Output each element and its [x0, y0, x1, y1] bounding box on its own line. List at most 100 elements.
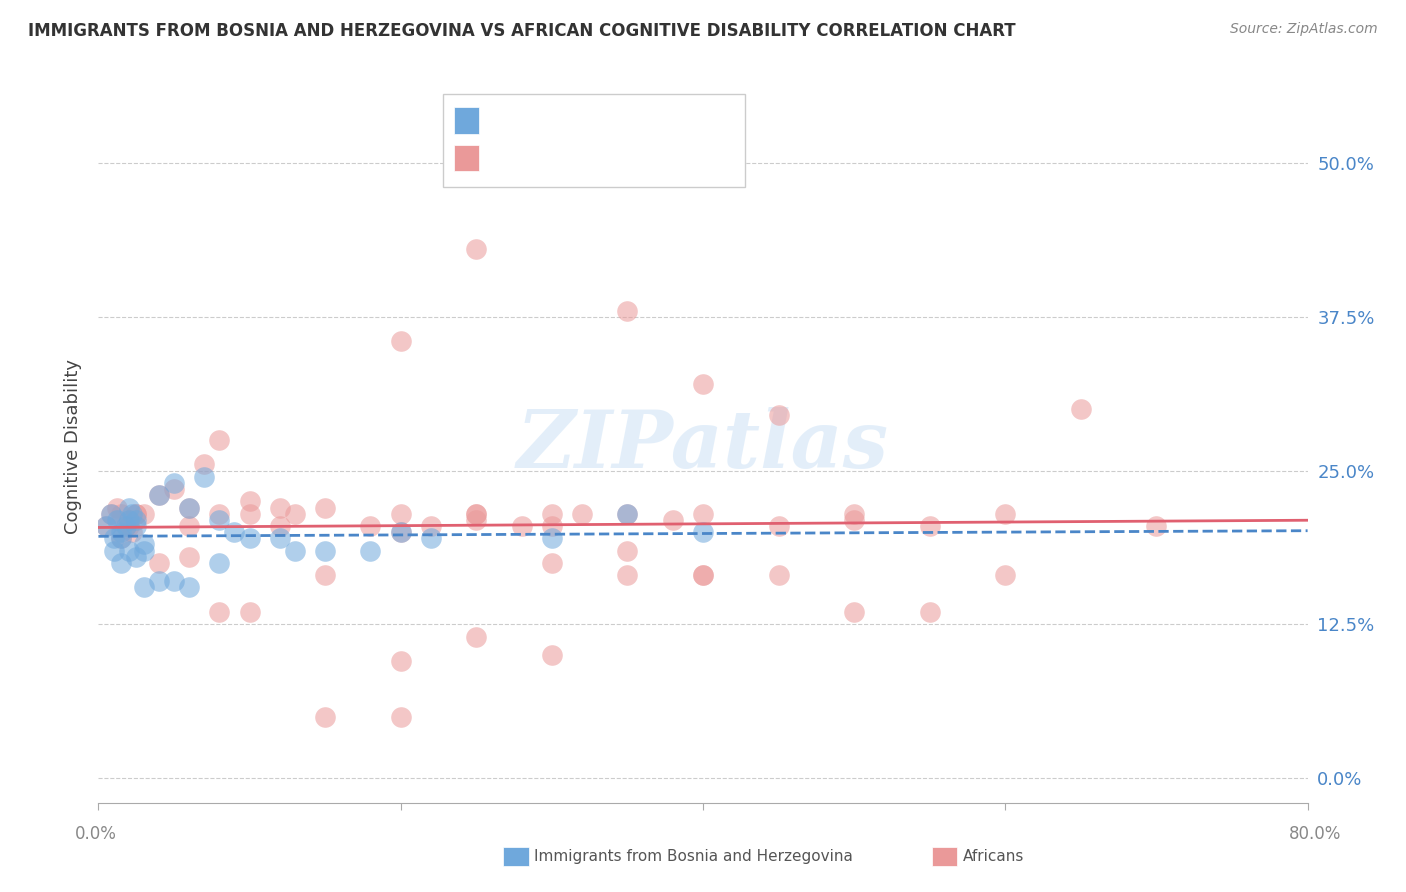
Point [389, 525, 412, 540]
Point [208, 433, 231, 447]
Point [100, 507, 122, 521]
Point [389, 507, 412, 521]
Point [844, 605, 866, 619]
Point [389, 525, 412, 540]
Point [284, 507, 307, 521]
Point [239, 494, 262, 508]
Point [616, 303, 638, 318]
Point [193, 469, 215, 483]
Point [208, 513, 231, 527]
Point [110, 531, 132, 545]
Point [121, 507, 143, 521]
Point [465, 507, 488, 521]
Point [163, 574, 186, 589]
Point [110, 525, 132, 540]
Point [118, 543, 141, 558]
Point [360, 543, 382, 558]
Point [616, 507, 638, 521]
Point [540, 556, 562, 570]
Point [125, 549, 148, 564]
Y-axis label: Cognitive Disability: Cognitive Disability [63, 359, 82, 533]
Text: R =: R = [491, 149, 522, 167]
Text: Source: ZipAtlas.com: Source: ZipAtlas.com [1230, 22, 1378, 37]
Point [540, 531, 562, 545]
Point [177, 500, 201, 515]
Point [118, 519, 141, 533]
Point [110, 531, 132, 545]
Point [692, 525, 714, 540]
Point [118, 500, 141, 515]
Point [616, 568, 638, 582]
Text: 80.0%: 80.0% [1288, 825, 1341, 843]
Point [193, 458, 215, 472]
Point [208, 556, 231, 570]
Text: ZIPatlas: ZIPatlas [517, 408, 889, 484]
Point [844, 507, 866, 521]
Point [465, 630, 488, 644]
Point [360, 519, 382, 533]
Point [132, 537, 155, 551]
Point [110, 556, 132, 570]
Point [844, 513, 866, 527]
Point [540, 507, 562, 521]
Point [114, 519, 136, 533]
Point [103, 543, 125, 558]
Point [239, 531, 262, 545]
Point [768, 568, 790, 582]
Point [148, 574, 170, 589]
Point [148, 488, 170, 502]
Point [692, 377, 714, 392]
Point [121, 525, 143, 540]
Point [314, 543, 336, 558]
Point [314, 568, 336, 582]
Point [389, 334, 412, 349]
Text: N = 70: N = 70 [599, 149, 661, 167]
Point [540, 648, 562, 662]
Point [465, 513, 488, 527]
Point [239, 507, 262, 521]
Point [918, 519, 941, 533]
Point [125, 519, 148, 533]
Point [571, 507, 593, 521]
Point [94, 519, 117, 533]
Point [132, 543, 155, 558]
Point [419, 519, 441, 533]
Point [692, 568, 714, 582]
Point [465, 242, 488, 256]
Point [616, 543, 638, 558]
Point [269, 500, 291, 515]
Point [110, 507, 132, 521]
Point [661, 513, 683, 527]
Text: -0.056: -0.056 [533, 149, 592, 167]
Point [148, 488, 170, 502]
Point [314, 709, 336, 723]
Point [125, 513, 148, 527]
Point [125, 507, 148, 521]
Point [389, 709, 412, 723]
Point [118, 513, 141, 527]
Point [284, 543, 307, 558]
Point [465, 507, 488, 521]
Point [314, 500, 336, 515]
Point [224, 525, 246, 540]
Point [994, 507, 1017, 521]
Point [118, 513, 141, 527]
Point [208, 605, 231, 619]
Point [1070, 402, 1092, 417]
Point [105, 500, 128, 515]
Point [389, 654, 412, 668]
Text: N = 39: N = 39 [599, 112, 661, 129]
Text: Africans: Africans [963, 849, 1025, 863]
Text: 0.0%: 0.0% [75, 825, 117, 843]
Point [768, 409, 790, 423]
Point [239, 605, 262, 619]
Point [510, 519, 533, 533]
Point [177, 519, 201, 533]
Point [132, 581, 155, 595]
Point [148, 556, 170, 570]
Point [177, 500, 201, 515]
Point [269, 519, 291, 533]
Point [1144, 519, 1167, 533]
Point [994, 568, 1017, 582]
Text: 0.180: 0.180 [533, 112, 585, 129]
